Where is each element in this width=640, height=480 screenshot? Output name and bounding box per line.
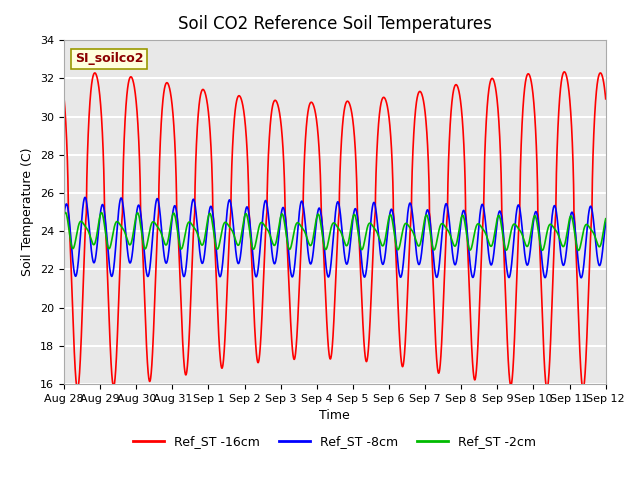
Ref_ST -8cm xyxy=(315,206,323,212)
Ref_ST -16cm xyxy=(602,91,609,96)
Ref_ST -2cm xyxy=(487,243,495,249)
Ref_ST -8cm xyxy=(487,262,495,268)
Ref_ST -2cm xyxy=(426,229,434,235)
Ref_ST -2cm xyxy=(456,220,464,226)
Ref_ST -2cm xyxy=(60,212,68,218)
Line: Ref_ST -16cm: Ref_ST -16cm xyxy=(64,72,605,389)
Line: Ref_ST -8cm: Ref_ST -8cm xyxy=(64,197,605,278)
Y-axis label: Soil Temperature (C): Soil Temperature (C) xyxy=(22,148,35,276)
Ref_ST -16cm xyxy=(602,96,609,102)
Ref_ST -2cm xyxy=(61,209,69,215)
Ref_ST -8cm xyxy=(602,220,609,226)
Text: SI_soilco2: SI_soilco2 xyxy=(75,52,143,65)
Ref_ST -2cm xyxy=(602,216,609,222)
Ref_ST -16cm xyxy=(561,69,568,75)
Ref_ST -2cm xyxy=(315,212,323,217)
Legend: Ref_ST -16cm, Ref_ST -8cm, Ref_ST -2cm: Ref_ST -16cm, Ref_ST -8cm, Ref_ST -2cm xyxy=(128,431,541,454)
Ref_ST -16cm xyxy=(157,119,165,124)
Ref_ST -8cm xyxy=(60,212,68,217)
Ref_ST -8cm xyxy=(602,224,609,229)
Ref_ST -8cm xyxy=(157,226,165,231)
Ref_ST -2cm xyxy=(157,231,165,237)
Line: Ref_ST -2cm: Ref_ST -2cm xyxy=(64,212,605,251)
Title: Soil CO2 Reference Soil Temperatures: Soil CO2 Reference Soil Temperatures xyxy=(178,15,492,33)
Ref_ST -16cm xyxy=(426,216,434,221)
Ref_ST -2cm xyxy=(602,218,609,224)
Ref_ST -8cm xyxy=(426,220,434,226)
Ref_ST -16cm xyxy=(60,95,68,100)
Ref_ST -16cm xyxy=(456,95,464,101)
Ref_ST -16cm xyxy=(315,137,323,143)
Ref_ST -2cm xyxy=(575,248,582,253)
Ref_ST -8cm xyxy=(81,194,89,200)
Ref_ST -8cm xyxy=(456,227,464,232)
Ref_ST -8cm xyxy=(577,275,585,281)
Ref_ST -16cm xyxy=(487,77,495,83)
X-axis label: Time: Time xyxy=(319,409,350,422)
Ref_ST -16cm xyxy=(579,386,587,392)
